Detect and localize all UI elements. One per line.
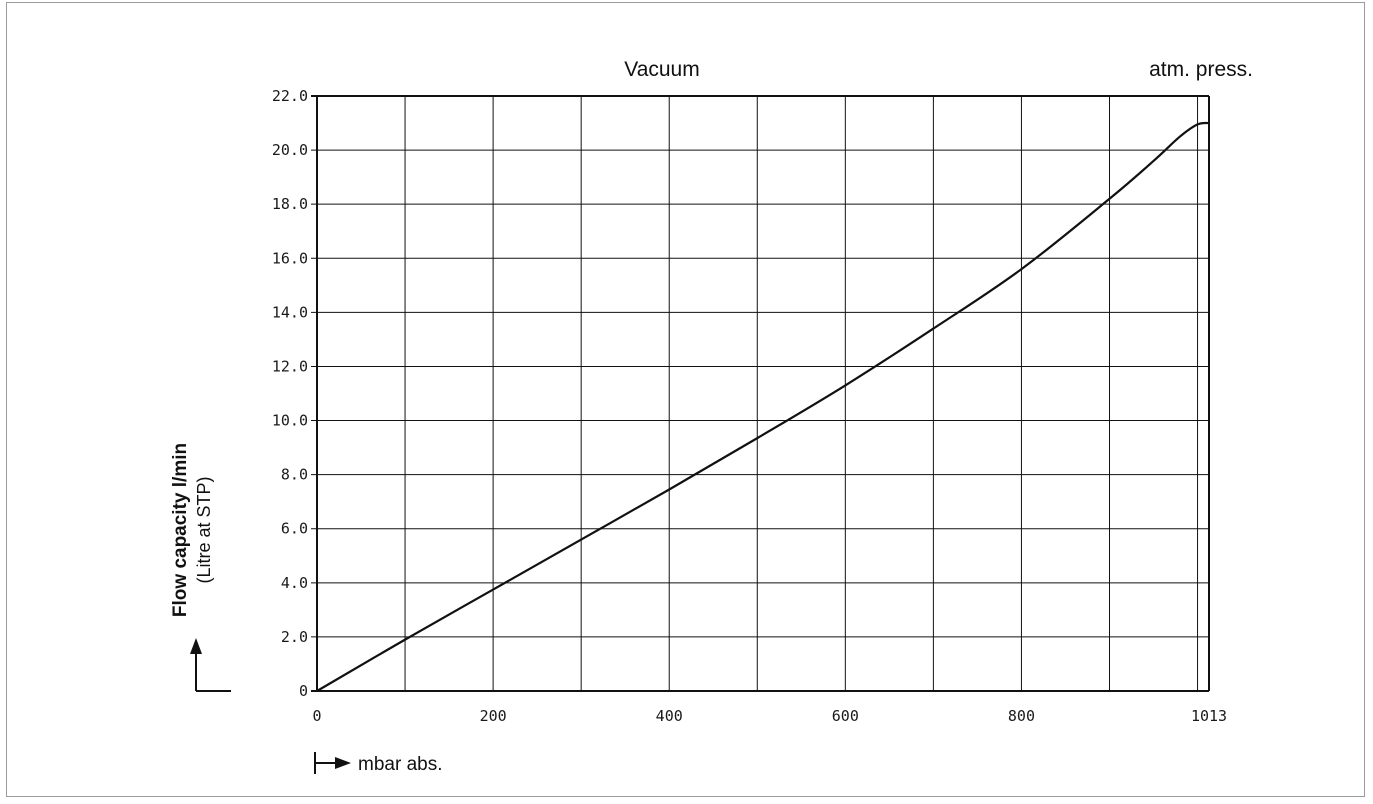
x-tick-label: 800 [1008,707,1035,725]
y-tick-label: 0 [299,682,308,700]
y-tick-label: 8.0 [281,466,308,484]
y-tick-label: 4.0 [281,574,308,592]
y-tick-label: 6.0 [281,520,308,538]
y-axis-arrow-icon [190,638,231,692]
y-tick-labels: 0 2.0 4.0 6.0 8.0 10.0 12.0 14.0 16.0 18.0 20.0 22.… [272,87,308,700]
x-tick-label: 200 [480,707,507,725]
y-tick-label: 20.0 [272,141,308,159]
x-tick-labels: 0 200 400 600 800 1013 [312,707,1227,725]
x-tick-label: 400 [656,707,683,725]
x-tick-label: 1013 [1191,707,1227,725]
y-tick-label: 14.0 [272,303,308,321]
x-axis-arrow-icon [314,752,351,774]
header-atm-press: atm. press. [1149,58,1253,81]
header-vacuum: Vacuum [624,58,699,81]
y-tick-label: 10.0 [272,412,308,430]
x-tick-label: 600 [832,707,859,725]
y-tick-label: 2.0 [281,628,308,646]
y-tick-label: 16.0 [272,249,308,267]
y-tick-label: 18.0 [272,195,308,213]
chart-frame [6,2,1365,797]
y-tick-label: 22.0 [272,87,308,105]
x-axis-unit: mbar abs. [358,754,442,775]
grid-lines [311,95,1210,692]
flow-capacity-line [316,121,1210,692]
x-tick-label: 0 [312,707,321,725]
y-axis-subtitle: (Litre at STP) [194,476,214,583]
y-axis-title: Flow capacity l/min [170,443,191,617]
y-tick-label: 12.0 [272,357,308,375]
